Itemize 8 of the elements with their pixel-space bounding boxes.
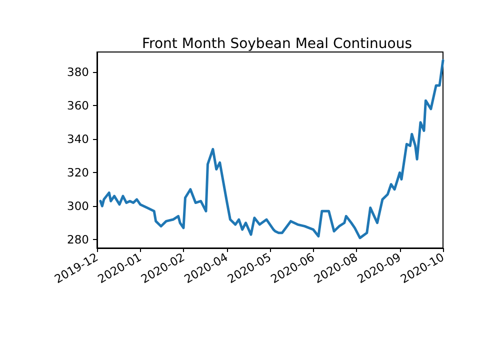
y-tick-label: 300 [67,199,89,214]
y-tick-label: 360 [67,98,89,113]
y-tick-label: 380 [67,65,89,80]
y-tick-label: 340 [67,132,89,146]
y-tick-label: 320 [67,166,89,180]
chart-title: Front Month Soybean Meal Continuous [142,36,412,52]
y-tick-label: 280 [67,232,89,247]
line-series [99,59,444,240]
